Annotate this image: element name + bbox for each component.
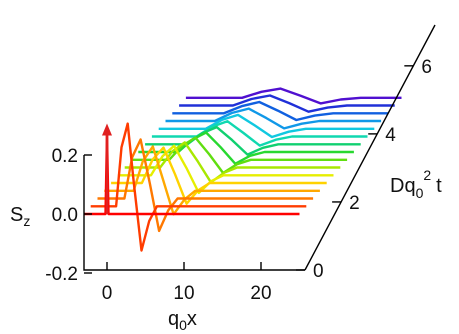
depth-axis-label: Dq02 t [390, 167, 442, 201]
series-line-14 [179, 94, 395, 113]
x-tick-label-1: 10 [173, 283, 194, 304]
series-line-13 [172, 100, 388, 122]
x-tick-label-2: 20 [250, 283, 271, 304]
series-line-11 [158, 113, 375, 139]
series-line-3 [104, 145, 320, 216]
depth-tick-label-1: 2 [349, 193, 360, 214]
series-line-6 [124, 141, 341, 184]
depth-tick-label-0: 0 [313, 261, 324, 282]
series-line-5 [117, 144, 334, 195]
series-curves [83, 87, 402, 252]
y-tick-label-2: -0.2 [45, 264, 78, 285]
series-line-4 [111, 146, 327, 205]
x-axis-label: q0x [168, 308, 197, 333]
depth-axis-line [304, 24, 436, 271]
series-line-8 [138, 131, 354, 166]
depth-tick-label-3: 6 [421, 57, 432, 78]
x-tick-label-0: 0 [102, 283, 113, 304]
series-line-15 [185, 87, 402, 105]
series-line-12 [165, 107, 382, 130]
y-tick-label-0: 0.2 [52, 146, 78, 167]
axis-ticks: 0.2 0.0 -0.2 0 10 20 0 2 4 6 [45, 57, 432, 304]
y-axis-line [83, 155, 305, 271]
depth-tick-label-2: 4 [385, 125, 396, 146]
series-line-1 [90, 122, 307, 252]
series-line-7 [131, 136, 348, 175]
initial-spike [102, 123, 112, 214]
spike-arrowhead [102, 123, 112, 136]
series-line-2 [97, 138, 314, 233]
y-tick-label-1: 0.0 [52, 205, 78, 226]
y-axis-label: Sz [10, 204, 30, 229]
